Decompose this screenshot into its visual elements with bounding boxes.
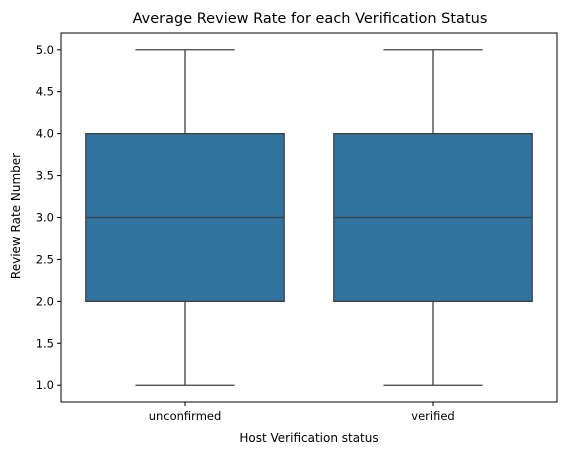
plot-area: 1.0 1.5 2.0 2.5 3.0 3.5 4.0 4.5 5.0 unconfirmed ve…: [36, 32, 558, 423]
y-tick-label: 5.0: [36, 43, 54, 57]
y-tick-label: 1.5: [36, 336, 54, 350]
y-tick-label: 2.0: [36, 294, 54, 308]
x-tick-label: unconfirmed: [149, 409, 222, 423]
y-tick-label: 1.0: [36, 378, 54, 392]
y-tick-label: 4.5: [36, 85, 54, 99]
y-tick-label: 2.5: [36, 252, 54, 266]
y-tick-label: 3.0: [36, 211, 54, 225]
y-axis-label: Review Rate Number: [9, 153, 23, 279]
x-tick-label: verified: [411, 409, 454, 423]
y-tick-label: 3.5: [36, 169, 54, 183]
chart-title: Average Review Rate for each Verificatio…: [133, 11, 488, 27]
x-axis-label: Host Verification status: [239, 431, 378, 445]
y-tick-label: 4.0: [36, 127, 54, 141]
